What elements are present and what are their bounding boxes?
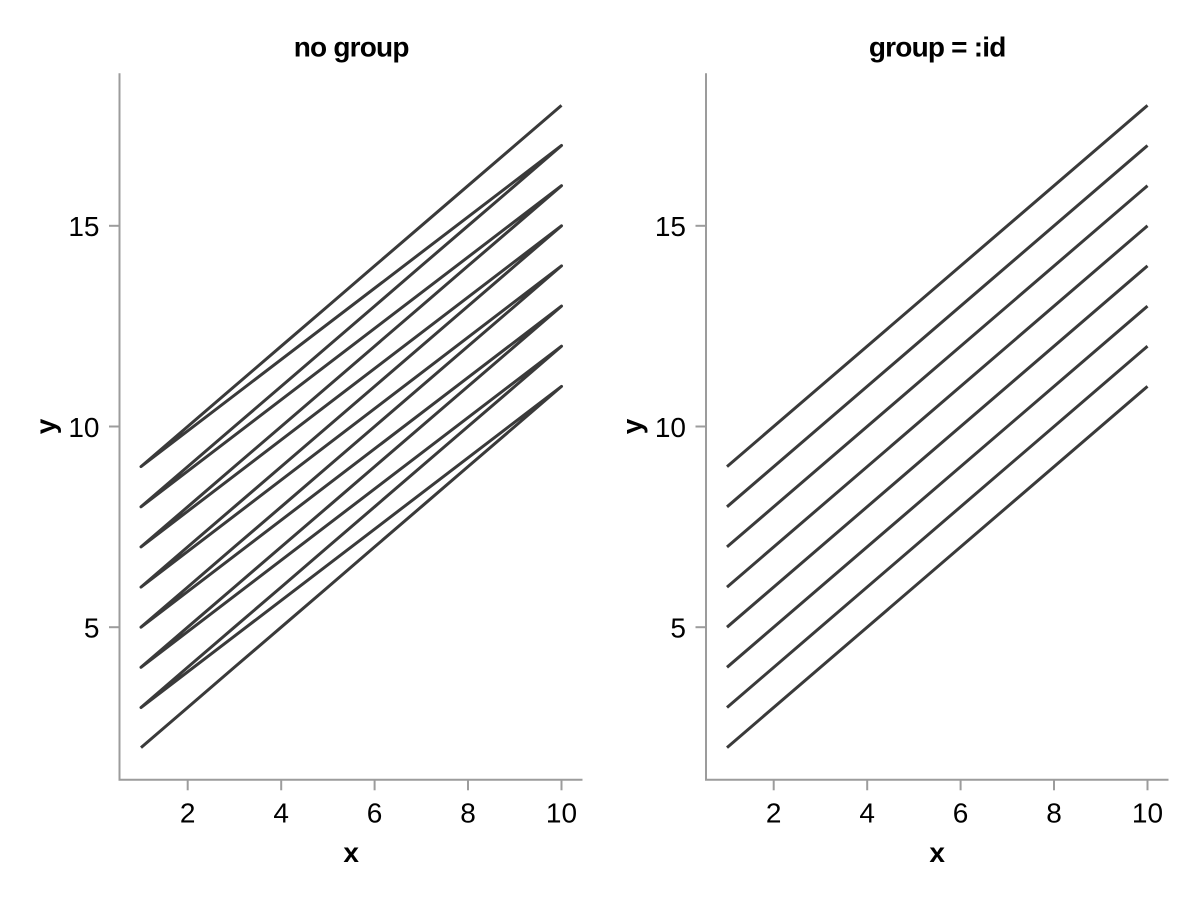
svg-text:y: y: [616, 418, 647, 434]
svg-text:group = :id: group = :id: [869, 32, 1006, 63]
svg-text:10: 10: [68, 412, 99, 443]
svg-text:4: 4: [859, 798, 875, 829]
svg-text:4: 4: [273, 798, 289, 829]
svg-text:x: x: [929, 837, 945, 868]
svg-text:y: y: [30, 418, 61, 434]
svg-text:2: 2: [180, 798, 196, 829]
svg-text:2: 2: [766, 798, 782, 829]
svg-text:8: 8: [1046, 798, 1062, 829]
svg-text:6: 6: [367, 798, 383, 829]
svg-text:15: 15: [68, 211, 99, 242]
svg-text:5: 5: [84, 613, 100, 644]
svg-text:no group: no group: [294, 32, 409, 63]
svg-text:15: 15: [655, 211, 686, 242]
svg-text:10: 10: [546, 798, 577, 829]
svg-text:x: x: [343, 837, 359, 868]
svg-text:6: 6: [953, 798, 969, 829]
svg-text:8: 8: [460, 798, 476, 829]
svg-text:5: 5: [670, 613, 686, 644]
svg-text:10: 10: [1132, 798, 1163, 829]
svg-text:10: 10: [655, 412, 686, 443]
